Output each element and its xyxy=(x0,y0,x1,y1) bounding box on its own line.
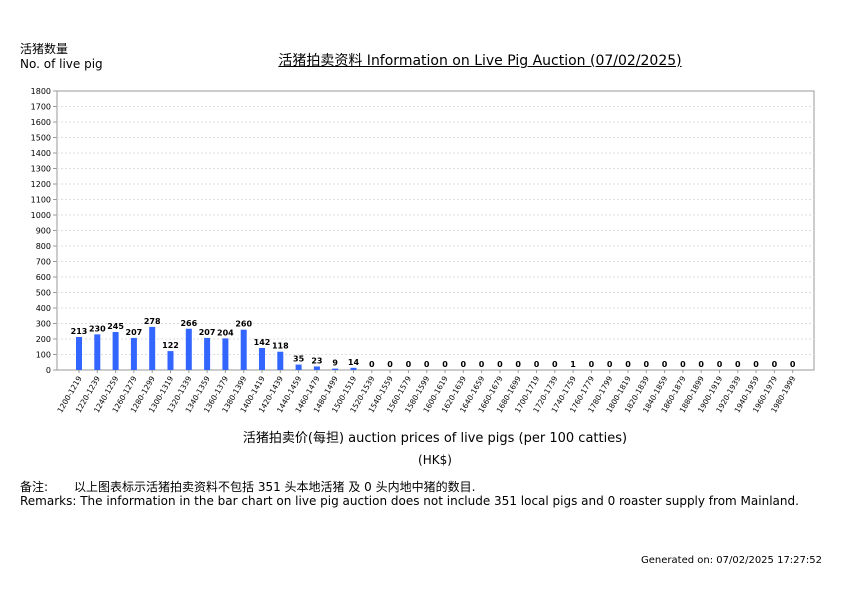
data-label: 0 xyxy=(589,360,595,369)
data-label: 207 xyxy=(199,328,216,337)
bar xyxy=(277,351,284,370)
data-label: 0 xyxy=(662,360,668,369)
y-tick-label: 400 xyxy=(36,304,51,313)
data-label: 9 xyxy=(332,359,338,368)
y-axis-label: 活猪数量 No. of live pig xyxy=(20,42,103,72)
bar xyxy=(222,338,229,370)
generated-timestamp: Generated on: 07/02/2025 17:27:52 xyxy=(641,555,822,566)
bar xyxy=(76,336,82,370)
y-tick-label: 1400 xyxy=(31,149,51,158)
bar xyxy=(130,337,137,370)
data-label: 0 xyxy=(790,360,796,369)
data-label: 266 xyxy=(180,319,197,328)
data-label: 0 xyxy=(607,360,613,369)
bar xyxy=(332,368,339,370)
bar xyxy=(112,332,119,370)
y-tick-label: 1100 xyxy=(31,196,51,205)
data-label: 0 xyxy=(625,360,631,369)
data-label: 23 xyxy=(311,356,322,365)
data-label: 207 xyxy=(126,328,143,337)
data-label: 260 xyxy=(235,320,252,329)
data-label: 230 xyxy=(89,324,106,333)
data-label: 142 xyxy=(254,338,271,347)
data-label: 122 xyxy=(162,341,179,350)
remarks-cn: 备注: 以上图表标示活猪拍卖资料不包括 351 头本地活猪 及 0 头内地中猪的数… xyxy=(20,478,475,495)
y-tick-label: 800 xyxy=(36,242,51,251)
data-label: 14 xyxy=(348,358,360,367)
data-label: 0 xyxy=(497,360,503,369)
data-label: 0 xyxy=(479,360,485,369)
bar xyxy=(295,364,302,370)
data-label: 0 xyxy=(680,360,686,369)
data-label: 204 xyxy=(217,328,234,337)
y-axis-label-en: No. of live pig xyxy=(20,57,103,71)
data-label: 0 xyxy=(698,360,704,369)
remarks-cn-text: 以上图表标示活猪拍卖资料不包括 351 头本地活猪 及 0 头内地中猪的数目. xyxy=(74,480,476,494)
bar xyxy=(259,347,265,370)
y-tick-label: 300 xyxy=(36,320,51,329)
y-tick-label: 1000 xyxy=(31,211,51,220)
bar xyxy=(240,329,247,370)
data-label: 0 xyxy=(515,360,521,369)
y-tick-label: 1500 xyxy=(31,134,51,143)
currency-unit: (HK$) xyxy=(418,453,452,467)
data-label: 0 xyxy=(772,360,778,369)
data-label: 0 xyxy=(387,360,393,369)
data-label: 35 xyxy=(293,355,305,364)
data-label: 0 xyxy=(644,360,650,369)
bar xyxy=(313,366,320,370)
y-tick-label: 200 xyxy=(36,335,51,344)
data-label: 1 xyxy=(570,360,576,369)
data-label: 0 xyxy=(552,360,558,369)
data-label: 0 xyxy=(753,360,759,369)
data-label: 0 xyxy=(442,360,448,369)
data-label: 245 xyxy=(107,322,124,331)
data-label: 278 xyxy=(144,317,161,326)
y-tick-label: 900 xyxy=(36,227,51,236)
data-label: 0 xyxy=(424,360,430,369)
y-tick-label: 500 xyxy=(36,289,51,298)
data-label: 118 xyxy=(272,342,289,351)
y-tick-label: 1200 xyxy=(31,180,51,189)
bar xyxy=(350,367,357,370)
y-tick-label: 1700 xyxy=(31,103,51,112)
y-tick-label: 1600 xyxy=(31,118,51,127)
data-label: 0 xyxy=(717,360,723,369)
y-tick-label: 0 xyxy=(46,366,51,375)
x-axis-title: 活猪拍卖价(每担) auction prices of live pigs (p… xyxy=(242,431,628,446)
y-tick-label: 700 xyxy=(36,258,51,267)
data-label: 0 xyxy=(369,360,375,369)
data-label: 0 xyxy=(461,360,467,369)
bar xyxy=(185,328,192,370)
data-label: 0 xyxy=(534,360,540,369)
bar xyxy=(204,337,211,370)
data-label: 213 xyxy=(71,327,88,336)
data-label: 0 xyxy=(735,360,741,369)
bar xyxy=(149,326,156,370)
y-tick-label: 100 xyxy=(36,351,51,360)
chart-title: 活猪拍卖资料 Information on Live Pig Auction (… xyxy=(278,53,682,69)
bar xyxy=(94,334,101,370)
y-axis-label-cn: 活猪数量 xyxy=(20,42,69,56)
bar xyxy=(167,351,174,370)
remarks-en: Remarks: The information in the bar char… xyxy=(20,494,799,508)
y-tick-label: 1300 xyxy=(31,165,51,174)
y-tick-label: 600 xyxy=(36,273,51,282)
remarks-cn-label: 备注: xyxy=(20,480,49,494)
data-label: 0 xyxy=(406,360,412,369)
y-tick-label: 1800 xyxy=(31,87,51,96)
